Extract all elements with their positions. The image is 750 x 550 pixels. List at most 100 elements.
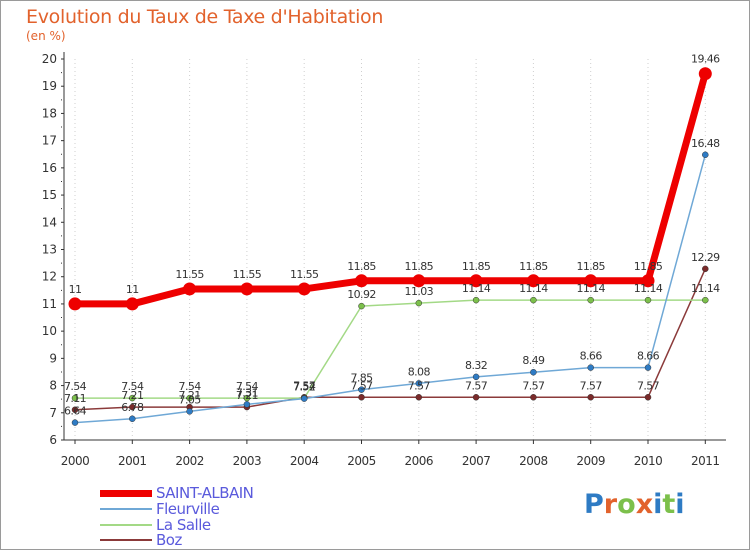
point-saint-albain-2002	[183, 282, 197, 296]
logo-letter: x	[635, 489, 654, 520]
point-la salle-2003	[243, 394, 251, 402]
data-label-saint-albain: 11.85	[576, 260, 605, 273]
data-label-boz: 7.57	[350, 379, 373, 392]
data-label-fleurville: 8.66	[637, 350, 660, 363]
data-label-saint-albain: 11.55	[290, 268, 319, 281]
series-line-la salle	[75, 299, 706, 399]
proxiti-logo: Proxiti	[584, 489, 685, 520]
point-saint-albain-2006	[412, 274, 426, 288]
data-label-fleurville: 7.31	[236, 386, 258, 399]
legend-item-fleurville: Fleurville	[100, 499, 220, 518]
data-label-fleurville: 8.66	[580, 350, 603, 363]
point-saint-albain-2007	[469, 274, 483, 288]
point-la salle-2006	[415, 299, 423, 307]
data-label-la salle: 7.54	[121, 380, 144, 393]
point-la salle-2000	[71, 394, 79, 402]
legend-swatch	[100, 508, 152, 510]
point-saint-albain-2008	[526, 274, 540, 288]
legend-label: Boz	[156, 530, 182, 549]
unit-label: (en %)	[26, 29, 66, 43]
data-label-boz: 7.21	[179, 389, 201, 402]
point-fleurville-2006	[415, 380, 423, 387]
point-boz-2009	[587, 394, 594, 401]
x-tick-label: 2004	[290, 454, 319, 468]
data-label-la salle: 10.92	[347, 288, 376, 301]
data-label-boz: 7.57	[637, 379, 660, 392]
data-label-fleurville: 16.48	[691, 137, 720, 150]
point-fleurville-2004	[300, 395, 308, 402]
point-saint-albain-2009	[584, 274, 598, 288]
point-fleurville-2007	[472, 373, 480, 381]
data-label-boz: 7.21	[121, 389, 143, 402]
data-label-fleurville: 6.78	[121, 401, 144, 414]
y-tick-label: 13	[42, 243, 57, 257]
data-label-fleurville: 7.05	[179, 393, 202, 406]
legend-item-saint-albain: SAINT-ALBAIN	[100, 483, 254, 502]
data-label-saint-albain: 11.85	[634, 260, 663, 273]
y-tick-label: 7	[49, 406, 57, 420]
data-label-boz: 7.11	[64, 392, 86, 405]
chart-title: Evolution du Taux de Taxe d'Habitation	[26, 6, 384, 28]
data-label-saint-albain: 11	[126, 283, 139, 296]
data-label-fleurville: 7.52	[293, 381, 315, 394]
logo-letter: i	[675, 489, 685, 520]
series-line-saint-albain	[75, 72, 709, 308]
x-tick-label: 2003	[233, 454, 262, 468]
data-label-la salle: 11.14	[576, 282, 605, 295]
point-saint-albain-2001	[125, 297, 139, 311]
y-tick-label: 14	[42, 215, 57, 229]
data-label-saint-albain: 11.55	[175, 268, 204, 281]
point-fleurville-2001	[129, 415, 136, 423]
point-fleurville-2005	[358, 386, 365, 393]
logo-letter: i	[653, 489, 663, 520]
x-tick-label: 2005	[347, 454, 376, 468]
y-tick-label: 12	[42, 270, 57, 284]
data-label-boz: 7.57	[408, 379, 431, 392]
data-label-fleurville: 8.32	[465, 359, 487, 372]
legend-label: SAINT-ALBAIN	[156, 483, 254, 502]
data-label-la salle: 11.14	[634, 282, 663, 295]
legend-item-boz: Boz	[100, 532, 182, 548]
series-line-boz	[74, 268, 706, 411]
point-boz-2006	[415, 394, 423, 401]
data-label-boz: 7.21	[236, 389, 258, 402]
point-boz-2005	[358, 394, 365, 401]
point-boz-2007	[472, 394, 480, 401]
x-tick-label: 2000	[61, 454, 90, 468]
legend-swatch	[100, 524, 152, 526]
y-tick-label: 6	[49, 433, 57, 447]
x-tick-label: 2009	[576, 454, 605, 468]
data-label-la salle: 11.03	[405, 285, 434, 298]
data-label-fleurville: 8.08	[408, 365, 431, 378]
y-tick-label: 15	[42, 188, 57, 202]
x-tick-label: 2006	[405, 454, 434, 468]
point-boz-2008	[530, 394, 537, 401]
point-fleurville-2010	[644, 364, 652, 371]
data-label-saint-albain: 11.85	[519, 260, 548, 273]
point-saint-albain-2010	[641, 274, 655, 288]
point-la salle-2002	[186, 394, 193, 402]
data-label-la salle: 11.14	[691, 282, 720, 295]
point-boz-2010	[644, 394, 652, 401]
data-label-saint-albain: 19.46	[691, 53, 720, 66]
y-tick-label: 18	[42, 106, 57, 120]
y-tick-label: 16	[42, 161, 57, 175]
data-label-saint-albain: 11	[69, 283, 82, 296]
point-la salle-2005	[358, 302, 365, 310]
logo-letter: P	[584, 489, 604, 520]
y-tick-label: 8	[49, 379, 57, 393]
data-label-la salle: 7.54	[236, 380, 259, 393]
legend-swatch	[100, 489, 152, 497]
point-saint-albain-2005	[355, 274, 368, 288]
point-la salle-2010	[644, 296, 652, 304]
point-saint-albain-2003	[240, 282, 254, 296]
logo-letter: r	[603, 489, 618, 520]
y-tick-label: 10	[42, 324, 57, 338]
x-tick-label: 2011	[691, 454, 720, 468]
point-saint-albain-2000	[68, 297, 82, 311]
logo-letter: t	[662, 489, 676, 520]
legend-label: Fleurville	[156, 499, 220, 518]
y-tick-label: 20	[42, 52, 57, 66]
point-boz-2011	[702, 265, 709, 273]
legend-item-la salle: La Salle	[100, 517, 211, 533]
